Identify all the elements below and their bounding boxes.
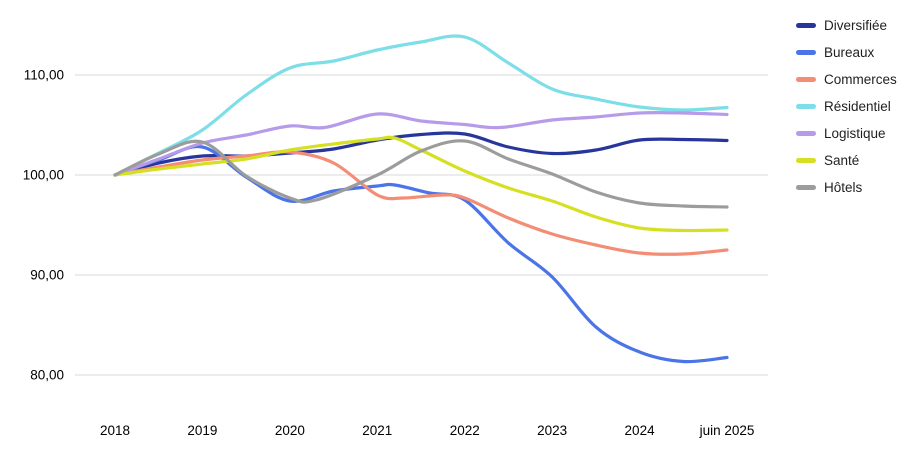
y-axis-label: 80,00 (30, 368, 64, 383)
x-axis-label-juin-2025: juin 2025 (699, 423, 755, 438)
x-axis-label-2018: 2018 (100, 423, 130, 438)
y-axis-label: 100,00 (23, 168, 64, 183)
legend-swatch-bureaux (796, 50, 816, 55)
x-axis-label-2023: 2023 (537, 423, 567, 438)
series-line-residentiel[interactable] (113, 34, 729, 177)
legend-swatch-logistique (796, 131, 816, 136)
legend-label-commerces: Commerces (824, 72, 897, 87)
legend-swatch-hotels (796, 185, 816, 190)
legend-item-residentiel[interactable]: Résidentiel (796, 93, 897, 120)
legend-item-sante[interactable]: Santé (796, 147, 897, 174)
legend-item-bureaux[interactable]: Bureaux (796, 39, 897, 66)
series-line-hotels[interactable] (113, 139, 729, 209)
legend-label-sante: Santé (824, 153, 860, 168)
x-axis-label-2024: 2024 (625, 423, 656, 438)
chart-legend: Diversifiée Bureaux Commerces Résidentie… (796, 12, 897, 201)
legend-swatch-commerces (796, 77, 816, 82)
x-axis-label-2021: 2021 (362, 423, 392, 438)
legend-label-diversifiee: Diversifiée (824, 18, 888, 33)
y-axis-label: 90,00 (30, 268, 64, 283)
y-axis-label: 110,00 (24, 68, 64, 83)
legend-item-commerces[interactable]: Commerces (796, 66, 897, 93)
x-axis-label-2020: 2020 (275, 423, 305, 438)
legend-swatch-diversifiee (796, 23, 816, 28)
line-chart-canvas: 110,00 100,00 90,00 80,00 2018 2019 2020 2021 20… (23, 34, 768, 438)
legend-swatch-sante (796, 158, 816, 163)
legend-item-diversifiee[interactable]: Diversifiée (796, 12, 897, 39)
x-axis-label-2019: 2019 (187, 423, 217, 438)
legend-label-logistique: Logistique (824, 126, 886, 141)
legend-item-logistique[interactable]: Logistique (796, 120, 897, 147)
series-line-logistique[interactable] (113, 111, 729, 177)
legend-label-residentiel: Résidentiel (824, 99, 891, 114)
legend-item-hotels[interactable]: Hôtels (796, 174, 897, 201)
series-line-diversifiee[interactable] (113, 131, 729, 177)
legend-label-bureaux: Bureaux (824, 45, 875, 60)
x-axis-label-2022: 2022 (450, 423, 480, 438)
series-line-sante[interactable] (113, 135, 729, 233)
legend-label-hotels: Hôtels (824, 180, 863, 195)
legend-swatch-residentiel (796, 104, 816, 109)
